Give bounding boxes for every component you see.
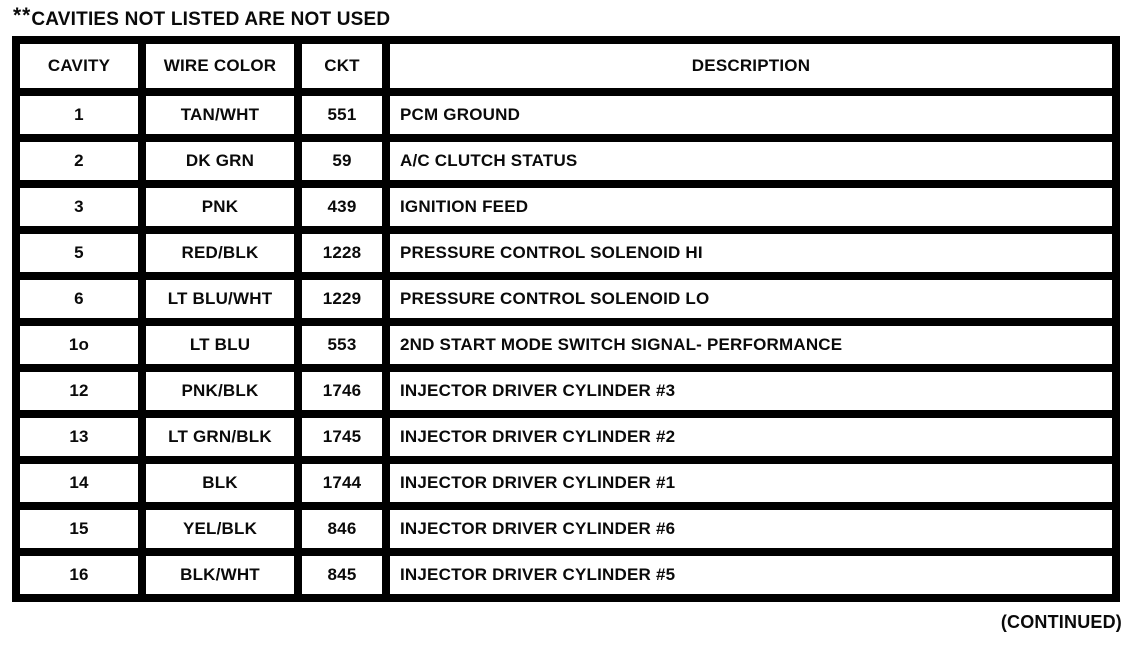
cavity-cell: 1 <box>18 94 140 136</box>
table-row: 2 DK GRN 59 A/C CLUTCH STATUS <box>18 140 1114 182</box>
cavity-cell: 5 <box>18 232 140 274</box>
ckt-cell: 1746 <box>300 370 384 412</box>
wire-color-cell: PNK <box>144 186 296 228</box>
description-cell: INJECTOR DRIVER CYLINDER #3 <box>388 370 1114 412</box>
table-row: 3 PNK 439 IGNITION FEED <box>18 186 1114 228</box>
ckt-cell: 553 <box>300 324 384 366</box>
ckt-cell: 1229 <box>300 278 384 320</box>
cavity-cell: 13 <box>18 416 140 458</box>
table-row: 14 BLK 1744 INJECTOR DRIVER CYLINDER #1 <box>18 462 1114 504</box>
description-cell: A/C CLUTCH STATUS <box>388 140 1114 182</box>
table-row: 1 TAN/WHT 551 PCM GROUND <box>18 94 1114 136</box>
cavities-note: **CAVITIES NOT LISTED ARE NOT USED <box>13 4 390 31</box>
description-cell: IGNITION FEED <box>388 186 1114 228</box>
description-cell: 2ND START MODE SWITCH SIGNAL- PERFORMANC… <box>388 324 1114 366</box>
ckt-cell: 59 <box>300 140 384 182</box>
column-header-ckt: CKT <box>300 42 384 90</box>
ckt-cell: 846 <box>300 508 384 550</box>
ckt-cell: 1744 <box>300 462 384 504</box>
ckt-cell: 1745 <box>300 416 384 458</box>
table-row: 13 LT GRN/BLK 1745 INJECTOR DRIVER CYLINDER… <box>18 416 1114 458</box>
wire-color-cell: LT BLU/WHT <box>144 278 296 320</box>
wire-color-cell: LT GRN/BLK <box>144 416 296 458</box>
cavity-cell: 1o <box>18 324 140 366</box>
cavity-cell: 14 <box>18 462 140 504</box>
column-header-cavity: CAVITY <box>18 42 140 90</box>
continued-label: (CONTINUED) <box>1000 612 1122 632</box>
wire-color-cell: BLK <box>144 462 296 504</box>
wire-color-cell: TAN/WHT <box>144 94 296 136</box>
table-row: 6 LT BLU/WHT 1229 PRESSURE CONTROL SOLENOID… <box>18 278 1114 320</box>
ckt-cell: 439 <box>300 186 384 228</box>
wire-color-cell: PNK/BLK <box>144 370 296 412</box>
note-text: CAVITIES NOT LISTED ARE NOT USED <box>31 9 391 30</box>
description-cell: PRESSURE CONTROL SOLENOID LO <box>388 278 1114 320</box>
cavity-cell: 6 <box>18 278 140 320</box>
wire-color-cell: BLK/WHT <box>144 554 296 596</box>
cavity-cell: 2 <box>18 140 140 182</box>
cavity-cell: 16 <box>18 554 140 596</box>
table-row: 1o LT BLU 553 2ND START MODE SWITCH SIGNAL-… <box>18 324 1114 366</box>
cavity-cell: 3 <box>18 186 140 228</box>
wire-color-cell: DK GRN <box>144 140 296 182</box>
table-row: 12 PNK/BLK 1746 INJECTOR DRIVER CYLINDER #3 <box>18 370 1114 412</box>
note-asterisks: ** <box>13 4 32 27</box>
description-cell: INJECTOR DRIVER CYLINDER #5 <box>388 554 1114 596</box>
description-cell: INJECTOR DRIVER CYLINDER #6 <box>388 508 1114 550</box>
wire-color-cell: YEL/BLK <box>144 508 296 550</box>
pinout-table-body: 1 TAN/WHT 551 PCM GROUND 2 DK GRN 59 A/C CLUTCH… <box>18 94 1114 596</box>
cavity-cell: 15 <box>18 508 140 550</box>
description-cell: PRESSURE CONTROL SOLENOID HI <box>388 232 1114 274</box>
column-header-wire-color: WIRE COLOR <box>144 42 296 90</box>
table-row: 16 BLK/WHT 845 INJECTOR DRIVER CYLINDER #5 <box>18 554 1114 596</box>
cavity-cell: 12 <box>18 370 140 412</box>
pinout-table: CAVITY WIRE COLOR CKT DESCRIPTION 1 TAN/W… <box>12 36 1120 602</box>
column-header-description: DESCRIPTION <box>388 42 1114 90</box>
wire-color-cell: RED/BLK <box>144 232 296 274</box>
table-row: 15 YEL/BLK 846 INJECTOR DRIVER CYLINDER #6 <box>18 508 1114 550</box>
description-cell: INJECTOR DRIVER CYLINDER #2 <box>388 416 1114 458</box>
pinout-table-header: CAVITY WIRE COLOR CKT DESCRIPTION <box>18 42 1114 90</box>
description-cell: PCM GROUND <box>388 94 1114 136</box>
table-row: 5 RED/BLK 1228 PRESSURE CONTROL SOLENOID HI <box>18 232 1114 274</box>
header-row: CAVITY WIRE COLOR CKT DESCRIPTION <box>18 42 1114 90</box>
wire-color-cell: LT BLU <box>144 324 296 366</box>
ckt-cell: 845 <box>300 554 384 596</box>
description-cell: INJECTOR DRIVER CYLINDER #1 <box>388 462 1114 504</box>
ckt-cell: 551 <box>300 94 384 136</box>
ckt-cell: 1228 <box>300 232 384 274</box>
